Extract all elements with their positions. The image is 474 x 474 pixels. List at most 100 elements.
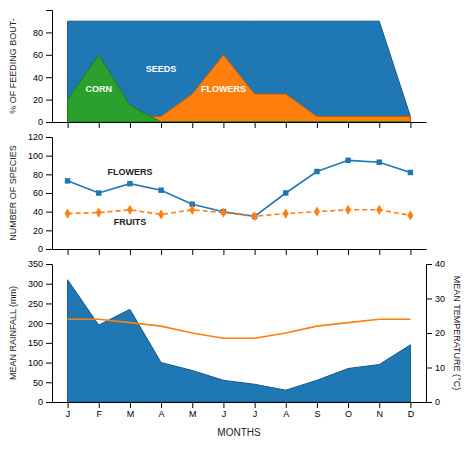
panel: 020406080SEEDSFLOWERSCORN: [33, 11, 427, 129]
tick-mark: [426, 299, 432, 300]
area: [68, 21, 411, 122]
series-label: FLOWERS: [107, 167, 152, 177]
plot-area: [65, 158, 414, 222]
tick: 350: [28, 259, 52, 269]
tick-mark: [348, 122, 349, 128]
tick: 100: [28, 151, 52, 161]
tick-label: 50: [33, 378, 43, 388]
x-axis: [53, 249, 427, 255]
series-label: SEEDS: [146, 64, 177, 74]
tick-label: 100: [28, 358, 43, 368]
tick-label: 0: [38, 244, 43, 254]
line: [68, 160, 411, 216]
tick-mark: [130, 402, 131, 408]
marker: [158, 187, 163, 192]
tick-mark: [46, 363, 52, 364]
marker: [220, 208, 226, 218]
tick-mark: [68, 122, 69, 128]
tick-mark: [46, 174, 52, 175]
tick-label: 80: [33, 28, 43, 38]
tick: O: [345, 402, 352, 419]
tick: 100: [28, 358, 52, 368]
tick-mark: [426, 368, 432, 369]
tick-mark: [426, 402, 432, 403]
tick-label: N: [377, 409, 384, 419]
marker: [96, 190, 101, 195]
x-axis: JFMAMJJASOND: [53, 402, 427, 419]
tick-mark: [317, 122, 318, 128]
tick-mark: [255, 122, 256, 128]
tick: 10: [426, 363, 445, 373]
tick-mark: [286, 402, 287, 408]
tick-label: 60: [33, 188, 43, 198]
tick-label: M: [189, 409, 197, 419]
tick: A: [159, 402, 165, 419]
tick: F: [97, 402, 103, 419]
tick-mark: [223, 249, 224, 255]
tick: 40: [33, 207, 52, 217]
tick-mark: [255, 402, 256, 408]
marker: [314, 169, 319, 174]
tick: D: [408, 402, 415, 419]
y2-axis-title: MEAN TEMPERATURE (°C): [452, 276, 462, 390]
area: [68, 55, 411, 122]
tick: [223, 249, 224, 255]
tick-mark: [161, 402, 162, 408]
tick: 150: [28, 338, 52, 348]
marker: [127, 205, 133, 215]
plot-area: [68, 280, 411, 402]
tick-label: A: [283, 409, 289, 419]
axis-line: [46, 138, 53, 250]
tick-mark: [46, 303, 52, 304]
tick-mark: [46, 230, 52, 231]
tick-mark: [223, 402, 224, 408]
tick-label: D: [408, 409, 415, 419]
tick-mark: [46, 343, 52, 344]
tick-label: J: [222, 409, 227, 419]
axis-line: [46, 265, 53, 403]
tick-mark: [192, 402, 193, 408]
axis-line: [53, 402, 427, 403]
tick-label: 20: [33, 95, 43, 105]
tick: 40: [426, 259, 445, 269]
tick: 250: [28, 299, 52, 309]
series-label: FLOWERS: [201, 84, 246, 94]
y-axis: 020406080: [33, 11, 53, 128]
tick: 80: [33, 170, 52, 180]
tick-label: 10: [435, 363, 445, 373]
tick: M: [189, 402, 197, 419]
tick: [410, 249, 411, 255]
chart-svg: 020406080SEEDSFLOWERSCORN% OF FEEDING BO…: [0, 0, 474, 474]
tick-label: 80: [33, 170, 43, 180]
tick: [99, 122, 100, 128]
tick-label: J: [66, 409, 71, 419]
area: [68, 280, 411, 402]
tick: [255, 122, 256, 128]
series-label: CORN: [86, 84, 113, 94]
panel: 020406080100120FLOWERSFRUITS: [28, 132, 427, 255]
tick-mark: [348, 402, 349, 408]
x-axis-title: MONTHS: [217, 427, 261, 438]
tick-label: 40: [435, 259, 445, 269]
y-axis-title: NUMBER OF SPECIES: [8, 145, 18, 241]
tick-label: 40: [33, 73, 43, 83]
tick-mark: [46, 122, 52, 123]
tick: [192, 249, 193, 255]
axis-line: [427, 265, 433, 403]
tick: 40: [33, 73, 52, 83]
tick-mark: [46, 323, 52, 324]
tick-mark: [46, 55, 52, 56]
tick-label: S: [314, 409, 320, 419]
axis-line: [53, 249, 427, 250]
area: [68, 55, 411, 122]
marker: [345, 205, 351, 215]
tick-mark: [410, 402, 411, 408]
tick-mark: [410, 122, 411, 128]
axis-line: [46, 11, 53, 123]
panel: JFMAMJJASOND0501001502002503003500102030…: [28, 259, 445, 419]
line: [68, 319, 411, 338]
tick: [317, 122, 318, 128]
marker: [65, 178, 70, 183]
tick: A: [283, 402, 289, 419]
tick: 30: [426, 294, 445, 304]
